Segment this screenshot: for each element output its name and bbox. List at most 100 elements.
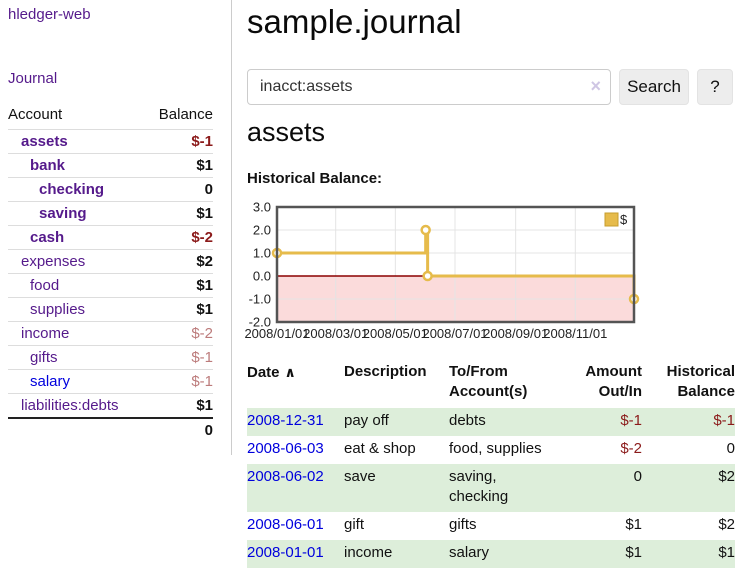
app-title-link[interactable]: hledger-web — [8, 6, 91, 23]
account-link-income[interactable]: income — [21, 325, 70, 342]
amount-column-header: Amount Out/In — [585, 363, 642, 400]
transaction-row: 2008-06-01 gift gifts $1 $2 — [247, 512, 735, 540]
account-balance: $-1 — [145, 369, 213, 394]
transaction-amount: $1 — [625, 516, 642, 533]
account-link-cash[interactable]: cash — [30, 229, 65, 246]
account-balance: $-1 — [145, 129, 213, 154]
transaction-accounts: food, supplies — [449, 440, 542, 457]
account-link-assets[interactable]: assets — [21, 133, 68, 150]
transaction-row: 2008-06-02 save saving, checking 0 $2 — [247, 464, 735, 512]
svg-text:-2.0: -2.0 — [249, 315, 271, 330]
sort-ascending-icon: ∧ — [284, 364, 296, 380]
search-button[interactable]: Search — [619, 69, 689, 105]
balance-column-header: Balance — [158, 106, 213, 123]
accounts-total-value: 0 — [145, 416, 213, 442]
transactions-header-row: Date ∧ Description To/From Account(s) Amo… — [247, 360, 735, 408]
account-link-bank[interactable]: bank — [30, 157, 66, 174]
account-link-food[interactable]: food — [30, 277, 60, 294]
account-heading: assets — [247, 117, 326, 147]
transaction-balance: $1 — [718, 544, 735, 561]
svg-text:0.0: 0.0 — [253, 269, 271, 284]
svg-text:-1.0: -1.0 — [249, 292, 271, 307]
account-row-saving: saving $1 — [8, 201, 213, 226]
svg-text:2008/09/01: 2008/09/01 — [483, 326, 548, 341]
transaction-balance: $2 — [718, 468, 735, 485]
sidebar-item-journal[interactable]: Journal — [8, 70, 58, 87]
balance-column-header: Historical Balance — [666, 363, 735, 400]
search-input[interactable] — [247, 69, 611, 105]
account-row-assets: assets $-1 — [8, 129, 213, 154]
transaction-amount: 0 — [633, 468, 642, 485]
account-column-header: To/From Account(s) — [449, 363, 528, 400]
description-column-header: Description — [344, 363, 427, 380]
account-row-expenses: expenses $2 — [8, 249, 213, 274]
account-link-expenses[interactable]: expenses — [21, 253, 86, 270]
svg-text:2008/01/01: 2008/01/01 — [244, 326, 309, 341]
account-balance: 0 — [145, 177, 213, 202]
transaction-date-link[interactable]: 2008-06-02 — [247, 468, 324, 485]
help-button[interactable]: ? — [697, 69, 733, 105]
transaction-accounts: gifts — [449, 516, 477, 533]
account-balance: $1 — [145, 273, 213, 298]
account-row-supplies: supplies $1 — [8, 297, 213, 322]
account-row-food: food $1 — [8, 273, 213, 298]
chart-title: Historical Balance: — [247, 170, 383, 187]
svg-text:$: $ — [620, 212, 628, 227]
svg-text:2008/11/01: 2008/11/01 — [543, 326, 607, 341]
historical-balance-chart[interactable]: $3.0 2.0 1.0 0.0 -1.0 -2.0 2008/01/01 2008/03/0… — [240, 200, 740, 350]
sidebar: hledger-web Journal Account Balance asse… — [0, 0, 232, 455]
transaction-balance: $-1 — [713, 412, 735, 429]
transaction-date-link[interactable]: 2008-06-01 — [247, 516, 324, 533]
svg-text:2.0: 2.0 — [253, 223, 271, 238]
svg-text:2008/07/01: 2008/07/01 — [422, 326, 487, 341]
account-link-saving[interactable]: saving — [39, 205, 87, 222]
search-form: × Search ? — [247, 69, 733, 105]
account-row-income: income $-2 — [8, 321, 213, 346]
transaction-balance: 0 — [726, 440, 735, 457]
transaction-row: 2008-06-03 eat & shop food, supplies $-2… — [247, 436, 735, 464]
transaction-description: save — [344, 468, 376, 485]
account-balance: $1 — [145, 297, 213, 322]
account-balance: $1 — [145, 201, 213, 226]
svg-text:1.0: 1.0 — [253, 246, 271, 261]
transaction-row: 2008-01-01 income salary $1 $1 — [247, 540, 735, 568]
account-balance: $-2 — [145, 225, 213, 250]
account-balance: $-1 — [145, 345, 213, 370]
accounts-header-row: Account Balance — [8, 104, 213, 130]
transaction-amount: $-1 — [620, 412, 642, 429]
account-link-liabilities-debts[interactable]: liabilities:debts — [21, 396, 119, 414]
transaction-balance: $2 — [718, 516, 735, 533]
account-link-salary[interactable]: salary — [30, 373, 71, 390]
account-link-checking[interactable]: checking — [39, 181, 105, 198]
account-balance: $1 — [145, 393, 213, 418]
transaction-date-link[interactable]: 2008-06-03 — [247, 440, 324, 457]
account-link-gifts[interactable]: gifts — [30, 349, 58, 366]
search-box: × — [247, 69, 611, 105]
account-link-supplies[interactable]: supplies — [30, 301, 86, 318]
account-balance: $2 — [145, 249, 213, 274]
account-row-gifts: gifts $-1 — [8, 345, 213, 370]
svg-text:3.0: 3.0 — [253, 200, 271, 215]
transaction-description: gift — [344, 516, 365, 533]
transaction-date-link[interactable]: 2008-12-31 — [247, 412, 324, 429]
transaction-row: 2008-12-31 pay off debts $-1 $-1 — [247, 408, 735, 436]
svg-text:2008/05/01: 2008/05/01 — [363, 326, 428, 341]
transactions-table: Date ∧ Description To/From Account(s) Amo… — [247, 360, 735, 568]
clear-search-icon[interactable]: × — [590, 76, 601, 96]
account-balance: $1 — [145, 153, 213, 178]
transaction-description: pay off — [344, 412, 389, 429]
transaction-description: income — [344, 544, 393, 561]
accounts-table: Account Balance assets $-1 bank $1 check… — [8, 104, 213, 442]
transaction-accounts: saving, checking — [449, 468, 509, 505]
svg-text:2008/03/01: 2008/03/01 — [303, 326, 368, 341]
account-row-bank: bank $1 — [8, 153, 213, 178]
account-row-liabilities-debts: liabilities:debts $1 — [8, 393, 213, 418]
date-column-header[interactable]: Date ∧ — [247, 364, 296, 381]
transaction-accounts: debts — [449, 412, 486, 429]
transaction-date-link[interactable]: 2008-01-01 — [247, 544, 324, 561]
transaction-accounts: salary — [449, 544, 490, 561]
account-row-salary: salary $-1 — [8, 369, 213, 394]
accounts-total-row: 0 — [8, 416, 213, 442]
transaction-description: eat & shop — [344, 440, 416, 457]
account-column-header: Account — [8, 106, 63, 123]
